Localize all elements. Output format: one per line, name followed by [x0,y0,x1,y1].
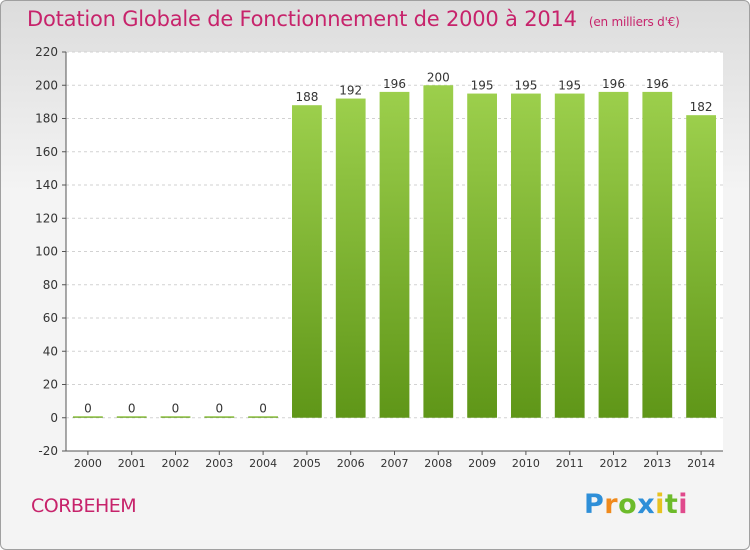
y-tick-label: -20 [38,444,58,458]
bar [423,85,454,418]
bar [379,91,410,418]
data-label: 0 [172,401,180,415]
x-tick-label: 2003 [205,457,233,470]
x-tick-label: 2002 [162,457,190,470]
y-tick-label: 60 [43,311,58,325]
bar [248,416,278,418]
y-tick-label: 120 [35,211,58,225]
data-label: 0 [215,401,223,415]
data-label: 196 [602,77,625,91]
y-tick-label: 200 [35,78,58,92]
bar [204,416,235,418]
logo-letter: P [584,489,605,520]
y-tick-label: 220 [35,45,58,59]
data-label: 192 [339,84,362,98]
data-label: 195 [514,79,537,93]
x-tick-label: 2011 [556,457,584,470]
logo-letter: o [618,489,638,520]
x-tick-label: 2013 [643,457,671,470]
y-tick-label: 40 [43,344,58,358]
bar [686,115,716,418]
y-tick-label: 140 [35,178,58,192]
data-label: 195 [558,79,581,93]
commune-name: CORBEHEM [31,495,137,517]
bar [642,91,673,418]
bar [598,91,629,418]
logo-letter: x [637,489,656,520]
y-tick-label: 180 [35,112,58,126]
x-tick-label: 2010 [512,457,540,470]
chart-title: Dotation Globale de Fonctionnement de 20… [27,7,680,31]
x-tick-label: 2006 [337,457,365,470]
x-tick-label: 2012 [600,457,628,470]
data-label: 0 [128,401,136,415]
bar [335,98,366,418]
bar [467,93,497,418]
x-tick-label: 2007 [381,457,409,470]
x-tick-label: 2000 [74,457,102,470]
x-tick-label: 2004 [249,457,277,470]
logo-letter: r [604,489,619,520]
logo-letter: i [678,489,689,520]
bar [292,105,322,418]
x-tick-label: 2008 [424,457,452,470]
title-text: Dotation Globale de Fonctionnement de 20… [27,7,577,31]
x-tick-label: 2001 [118,457,146,470]
logo-letter: t [664,489,679,520]
bar [116,416,147,418]
data-label: 0 [84,401,92,415]
y-tick-label: 20 [43,378,58,392]
data-label: 196 [383,77,406,91]
data-label: 0 [259,401,267,415]
x-tick-label: 2014 [687,457,715,470]
y-tick-label: 160 [35,145,58,159]
data-label: 182 [690,100,713,114]
y-tick-label: 0 [50,411,58,425]
bar [554,93,585,418]
data-label: 195 [471,79,494,93]
data-label: 196 [646,77,669,91]
data-label: 188 [295,90,318,104]
chart-subtitle: (en milliers d'€) [588,15,680,29]
bar [73,416,103,418]
x-tick-label: 2009 [468,457,496,470]
data-label: 200 [427,70,450,84]
y-tick-label: 100 [35,245,58,259]
bar [511,93,541,418]
x-tick-label: 2005 [293,457,321,470]
proxiti-logo: Proxiti [584,489,688,520]
logo-letter: i [655,489,665,520]
y-tick-label: 80 [43,278,58,292]
bar [160,416,191,418]
